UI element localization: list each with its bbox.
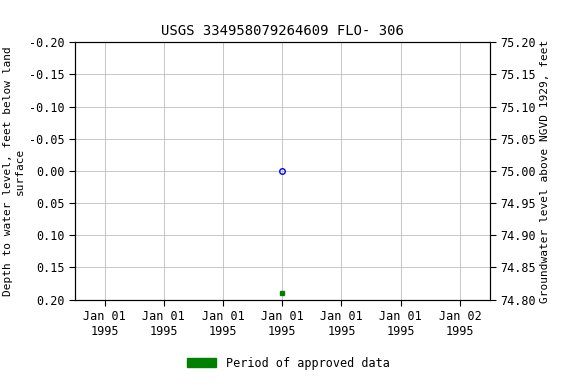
Y-axis label: Groundwater level above NGVD 1929, feet: Groundwater level above NGVD 1929, feet xyxy=(540,39,550,303)
Y-axis label: Depth to water level, feet below land
surface: Depth to water level, feet below land su… xyxy=(3,46,25,296)
Legend: Period of approved data: Period of approved data xyxy=(182,352,394,374)
Title: USGS 334958079264609 FLO- 306: USGS 334958079264609 FLO- 306 xyxy=(161,24,404,38)
